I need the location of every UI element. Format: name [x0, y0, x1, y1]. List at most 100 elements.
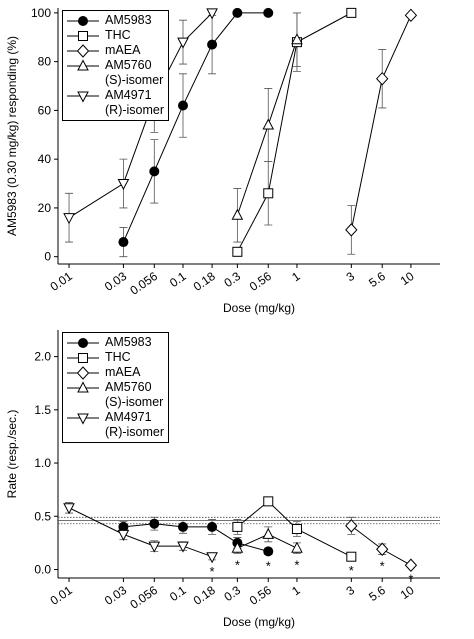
x-axis-title: Dose (mg/kg) [223, 615, 295, 629]
x-tick-label: 0.03 [102, 269, 129, 294]
marker [117, 179, 130, 191]
marker [262, 118, 275, 130]
y-tick-label: 0 [44, 250, 51, 264]
significance-mark: * [210, 564, 215, 579]
marker [117, 529, 130, 541]
series-line [350, 15, 412, 230]
legend-label: AM5760 (S)-isomer [105, 58, 164, 87]
marker [76, 366, 90, 380]
marker [207, 39, 218, 50]
marker [376, 71, 389, 86]
marker [148, 541, 161, 553]
y-axis-title: AM5983 (0.30 mg/kg) responding (%) [5, 36, 19, 236]
marker [177, 37, 189, 49]
significance-mark: * [349, 563, 354, 578]
marker [63, 503, 75, 515]
significance-mark: * [294, 558, 299, 573]
marker [345, 223, 358, 237]
y-tick-label: 1.0 [34, 456, 51, 470]
legend-entry: AM5760 (S)-isomer [65, 380, 164, 410]
marker [177, 541, 189, 553]
x-axis-title: Dose (mg/kg) [223, 301, 295, 315]
marker [291, 524, 302, 535]
y-tick-label: 2.0 [34, 350, 51, 364]
x-tick-label: 0.56 [247, 269, 274, 294]
marker [232, 521, 243, 532]
significance-mark: * [235, 558, 240, 573]
y-tick-label: 60 [38, 103, 52, 117]
y-tick-label: 80 [38, 55, 52, 69]
marker [118, 237, 129, 248]
legend-key [67, 31, 99, 41]
y-axis-title: Rate (resp./sec.) [5, 410, 19, 499]
marker [263, 496, 274, 507]
legend-label: mAEA [105, 365, 141, 379]
legend-entry: mAEA [65, 365, 164, 380]
legend-entry: AM5760 (S)-isomer [65, 58, 164, 88]
significance-mark: * [408, 571, 413, 586]
legend-key [67, 16, 99, 26]
x-tick-label: 3 [344, 583, 358, 598]
legend-label: mAEA [105, 43, 141, 57]
legend-entry: AM5983 [65, 13, 164, 28]
marker [404, 558, 418, 572]
legend-entry: THC [65, 350, 164, 365]
legend-label: AM4971 (R)-isomer [105, 88, 165, 117]
legend-entry: AM4971 (R)-isomer [65, 410, 164, 440]
x-tick-label: 0.03 [102, 583, 129, 608]
x-tick-label: 0.56 [247, 583, 274, 608]
series-line [237, 500, 352, 558]
y-tick-label: 0.0 [34, 562, 51, 576]
legend-label: AM5983 [105, 13, 152, 27]
legend-key [67, 91, 99, 103]
marker [77, 59, 89, 71]
marker [231, 208, 244, 220]
marker [76, 44, 90, 58]
marker [207, 521, 218, 532]
marker [78, 31, 88, 41]
marker [177, 521, 188, 532]
legend-key [67, 366, 99, 380]
marker [78, 353, 88, 363]
legend: AM5983 THC mAEA AM5760 (S)-isomer AM4971 (R)… [62, 332, 170, 443]
significance-mark: * [266, 559, 271, 574]
legend-label: AM4971 (R)-isomer [105, 410, 165, 439]
marker [77, 413, 89, 425]
legend: AM5983 THC mAEA AM5760 (S)-isomer AM4971 (R)… [62, 10, 170, 121]
legend-label: THC [105, 28, 131, 42]
marker [346, 7, 357, 18]
x-tick-label: 0.01 [48, 583, 75, 608]
marker [291, 33, 303, 45]
legend-label: THC [105, 350, 131, 364]
legend-key [67, 338, 99, 348]
y-tick-label: 100 [31, 6, 51, 20]
legend-label: AM5760 (S)-isomer [105, 380, 164, 409]
series-line [123, 523, 269, 552]
x-tick-label: 1 [289, 583, 303, 598]
series-line [122, 12, 269, 243]
x-tick-label: 10 [398, 583, 417, 602]
marker [63, 213, 75, 225]
marker [262, 527, 275, 539]
x-tick-label: 5.6 [366, 583, 388, 604]
x-tick-label: 1 [289, 269, 303, 284]
x-tick-label: 0.3 [221, 583, 243, 604]
x-tick-label: 5.6 [366, 269, 388, 290]
x-tick-label: 3 [344, 269, 358, 284]
marker [78, 338, 88, 348]
x-tick-label: 10 [398, 269, 417, 288]
marker [404, 8, 418, 23]
legend-label: AM5983 [105, 335, 152, 349]
marker [376, 542, 389, 557]
x-tick-label: 0.18 [191, 583, 218, 608]
legend-key [67, 381, 99, 393]
y-tick-label: 0.5 [34, 509, 51, 523]
x-tick-label: 0.1 [167, 269, 189, 290]
marker [263, 188, 274, 199]
legend-key [67, 44, 99, 58]
marker [291, 541, 303, 553]
y-tick-label: 40 [38, 152, 52, 166]
marker [77, 91, 89, 103]
series-line [68, 507, 213, 558]
